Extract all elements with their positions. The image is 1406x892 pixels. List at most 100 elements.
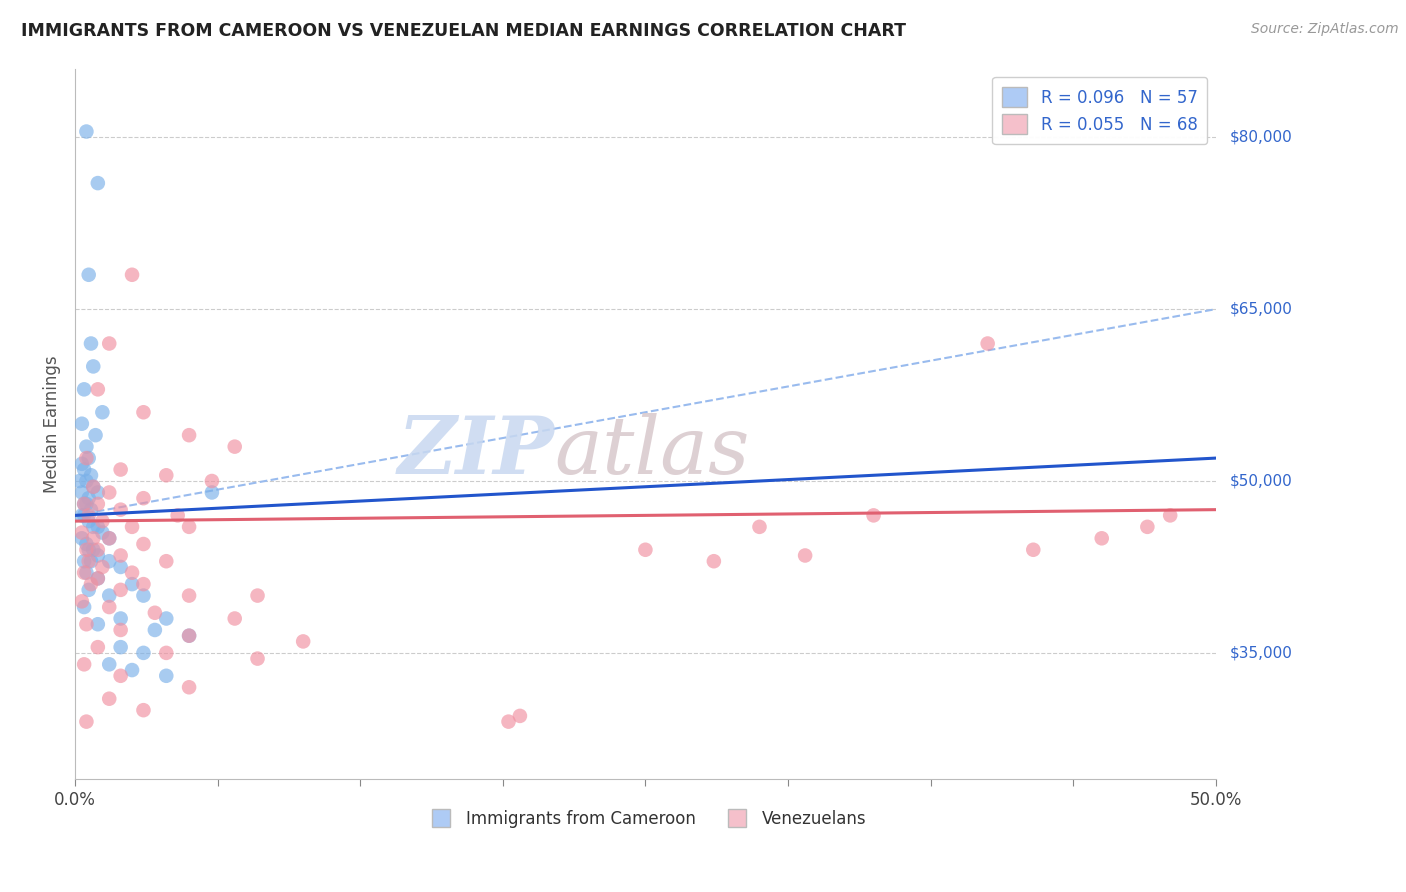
Point [73,497,96,511]
Point [121,520,143,534]
Point [166,508,188,523]
Y-axis label: Median Earnings: Median Earnings [44,355,60,492]
Point [77,514,100,528]
Point [75,474,97,488]
Point [224,611,246,625]
Point [110,462,132,476]
Text: $50,000: $50,000 [1230,474,1292,489]
Point [80,577,103,591]
Point [70,531,93,545]
Point [110,640,132,655]
Point [87,520,110,534]
Text: $35,000: $35,000 [1230,646,1292,660]
Point [155,554,177,568]
Point [77,451,100,466]
Point [155,669,177,683]
Point [87,176,110,190]
Point [91,525,114,540]
Point [794,549,817,563]
Point [121,566,143,580]
Point [70,457,93,471]
Point [84,428,107,442]
Point [70,508,93,523]
Point [77,554,100,568]
Text: $80,000: $80,000 [1230,129,1292,145]
Point [87,542,110,557]
Point [82,542,104,557]
Point [87,640,110,655]
Point [91,560,114,574]
Point [80,554,103,568]
Text: ZIP: ZIP [398,413,554,491]
Point [98,589,121,603]
Point [177,428,200,442]
Point [1022,542,1045,557]
Point [703,554,725,568]
Point [73,497,96,511]
Point [201,474,224,488]
Point [155,611,177,625]
Point [132,577,155,591]
Point [73,554,96,568]
Point [87,549,110,563]
Point [634,542,657,557]
Point [75,451,97,466]
Point [748,520,770,534]
Point [80,336,103,351]
Point [87,497,110,511]
Point [75,440,97,454]
Point [132,589,155,603]
Point [862,508,884,523]
Point [75,124,97,138]
Point [110,549,132,563]
Point [80,502,103,516]
Point [121,663,143,677]
Point [132,703,155,717]
Point [87,382,110,396]
Point [75,714,97,729]
Point [73,382,96,396]
Point [177,629,200,643]
Point [77,268,100,282]
Point [1091,531,1114,545]
Point [292,634,315,648]
Point [143,623,166,637]
Text: IMMIGRANTS FROM CAMEROON VS VENEZUELAN MEDIAN EARNINGS CORRELATION CHART: IMMIGRANTS FROM CAMEROON VS VENEZUELAN M… [21,22,905,40]
Point [132,491,155,506]
Text: $65,000: $65,000 [1230,301,1292,317]
Legend: Immigrants from Cameroon, Venezuelans: Immigrants from Cameroon, Venezuelans [418,803,873,835]
Point [69,474,91,488]
Point [87,571,110,585]
Point [98,485,121,500]
Point [121,577,143,591]
Point [246,651,269,665]
Point [77,582,100,597]
Point [224,440,246,454]
Point [177,629,200,643]
Point [75,617,97,632]
Point [155,646,177,660]
Point [73,600,96,615]
Point [75,497,97,511]
Point [110,623,132,637]
Point [70,417,93,431]
Point [98,691,121,706]
Point [87,571,110,585]
Point [177,520,200,534]
Point [1159,508,1181,523]
Point [82,480,104,494]
Point [177,680,200,694]
Point [91,514,114,528]
Point [1136,520,1159,534]
Point [98,657,121,672]
Point [98,531,121,545]
Point [121,268,143,282]
Point [87,485,110,500]
Point [177,589,200,603]
Point [132,646,155,660]
Point [110,611,132,625]
Point [75,537,97,551]
Point [132,405,155,419]
Point [509,709,531,723]
Point [82,359,104,374]
